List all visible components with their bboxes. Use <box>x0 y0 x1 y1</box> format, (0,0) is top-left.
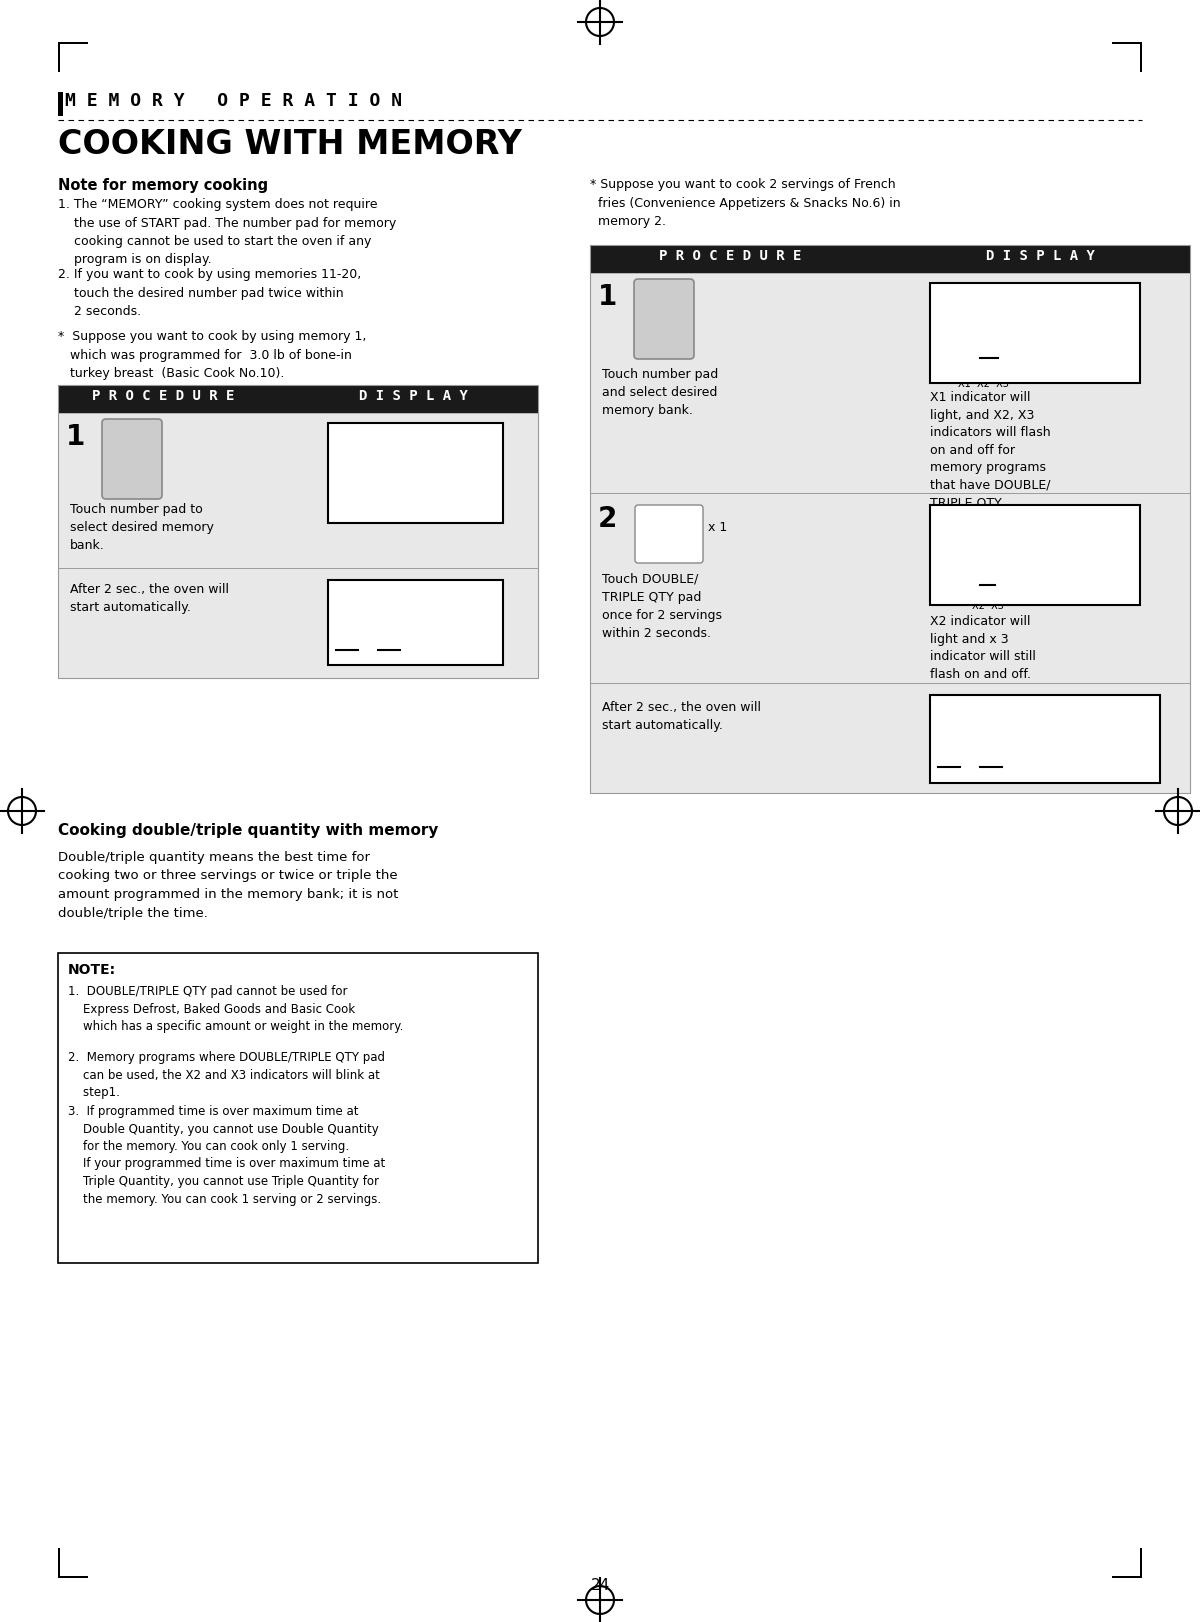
Text: 1: 1 <box>122 431 142 459</box>
Bar <box>58 1547 60 1578</box>
Bar <box>590 493 1190 683</box>
Text: Note for memory cooking: Note for memory cooking <box>58 178 268 193</box>
Text: COOKING WITH MEMORY: COOKING WITH MEMORY <box>58 128 522 161</box>
Text: HEAT          ON: HEAT ON <box>336 655 422 665</box>
Text: ≈: ≈ <box>997 576 1006 586</box>
Text: X1  X2  X3: X1 X2 X3 <box>958 380 1009 389</box>
Text: NO.   2: NO. 2 <box>942 289 1006 303</box>
Bar <box>930 282 1140 383</box>
Bar <box>58 954 538 1264</box>
Text: Touch number pad to
select desired memory
bank.: Touch number pad to select desired memor… <box>70 503 214 551</box>
Text: 2: 2 <box>654 290 673 320</box>
Text: 1: 1 <box>598 282 617 311</box>
Text: P R O C E D U R E: P R O C E D U R E <box>92 389 234 402</box>
Bar <box>1140 1547 1142 1578</box>
Bar <box>58 1577 88 1578</box>
Text: Double/triple quantity means the best time for
cooking two or three servings or : Double/triple quantity means the best ti… <box>58 852 398 920</box>
Text: 1.  DOUBLE/TRIPLE QTY pad cannot be used for
    Express Defrost, Baked Goods an: 1. DOUBLE/TRIPLE QTY pad cannot be used … <box>68 985 403 1033</box>
Text: * Suppose you want to cook 2 servings of French
  fries (Convenience Appetizers : * Suppose you want to cook 2 servings of… <box>590 178 901 229</box>
Text: D I S P L A Y: D I S P L A Y <box>985 250 1094 263</box>
FancyBboxPatch shape <box>634 279 694 358</box>
Bar <box>590 683 1190 793</box>
Text: x 1: x 1 <box>708 521 727 534</box>
Text: X2  X3: X2 X3 <box>972 602 1004 611</box>
Bar <box>930 504 1140 605</box>
Text: X1 indicator will
light, and X2, X3
indicators will flash
on and off for
memory : X1 indicator will light, and X2, X3 indi… <box>930 391 1051 527</box>
Text: 3.  If programmed time is over maximum time at
    Double Quantity, you cannot u: 3. If programmed time is over maximum ti… <box>68 1105 385 1205</box>
Text: NOTE:: NOTE: <box>68 963 116 976</box>
Bar <box>590 272 1190 493</box>
Text: 1. The “MEMORY” cooking system does not require
    the use of START pad. The nu: 1. The “MEMORY” cooking system does not … <box>58 198 396 266</box>
Text: 12: 12 <box>656 333 671 342</box>
Bar <box>328 581 503 665</box>
Text: 2. If you want to cook by using memories 11-20,
    touch the desired number pad: 2. If you want to cook by using memories… <box>58 268 361 318</box>
Bar <box>58 568 538 678</box>
Text: NO.   2: NO. 2 <box>942 511 1006 526</box>
Text: After 2 sec., the oven will
start automatically.: After 2 sec., the oven will start automa… <box>70 582 229 615</box>
Text: 1: 1 <box>66 423 85 451</box>
Text: *  Suppose you want to cook by using memory 1,
   which was programmed for  3.0 : * Suppose you want to cook by using memo… <box>58 329 366 380</box>
Bar <box>930 694 1160 783</box>
Bar <box>58 414 538 568</box>
Text: PREHEAT
NO  FOOD
I N  OVEN: PREHEAT NO FOOD I N OVEN <box>938 702 1006 753</box>
Text: D I S P L A Y: D I S P L A Y <box>359 389 468 402</box>
Bar <box>58 42 88 44</box>
Bar <box>1112 42 1142 44</box>
Text: HEAT              ON       x2: HEAT ON x2 <box>938 774 1094 782</box>
Bar <box>58 384 538 414</box>
Text: P R O C E D U R E: P R O C E D U R E <box>659 250 802 263</box>
Text: 11: 11 <box>125 474 139 483</box>
Bar <box>58 384 538 678</box>
Bar <box>58 92 64 117</box>
Text: 2.  Memory programs where DOUBLE/TRIPLE QTY pad
    can be used, the X2 and X3 i: 2. Memory programs where DOUBLE/TRIPLE Q… <box>68 1051 385 1100</box>
Bar <box>58 42 60 71</box>
Text: PREHEAT
NO  FOOD
I N  OVEN: PREHEAT NO FOOD I N OVEN <box>336 587 403 637</box>
Bar <box>590 245 1190 793</box>
FancyBboxPatch shape <box>102 418 162 500</box>
Text: DOUBLE /
TRIPLE QTY: DOUBLE / TRIPLE QTY <box>640 511 698 530</box>
Bar <box>1112 1577 1142 1578</box>
FancyBboxPatch shape <box>635 504 703 563</box>
Text: M E M O R Y   O P E R A T I O N: M E M O R Y O P E R A T I O N <box>65 92 402 110</box>
Text: After 2 sec., the oven will
start automatically.: After 2 sec., the oven will start automa… <box>602 701 761 732</box>
Text: Cooking double/triple quantity with memory: Cooking double/triple quantity with memo… <box>58 822 438 839</box>
Bar <box>328 423 503 522</box>
Bar <box>590 245 1190 272</box>
Text: Touch DOUBLE/
TRIPLE QTY pad
once for 2 servings
within 2 seconds.: Touch DOUBLE/ TRIPLE QTY pad once for 2 … <box>602 573 722 641</box>
Text: Touch number pad
and select desired
memory bank.: Touch number pad and select desired memo… <box>602 368 719 417</box>
Bar <box>1140 42 1142 71</box>
Text: 2: 2 <box>598 504 617 534</box>
Text: X2 indicator will
light and x 3
indicator will still
flash on and off.: X2 indicator will light and x 3 indicato… <box>930 615 1036 681</box>
Text: NO.   1: NO. 1 <box>340 428 404 444</box>
Text: ≈≈: ≈≈ <box>1000 349 1016 358</box>
Text: 24: 24 <box>590 1578 610 1593</box>
